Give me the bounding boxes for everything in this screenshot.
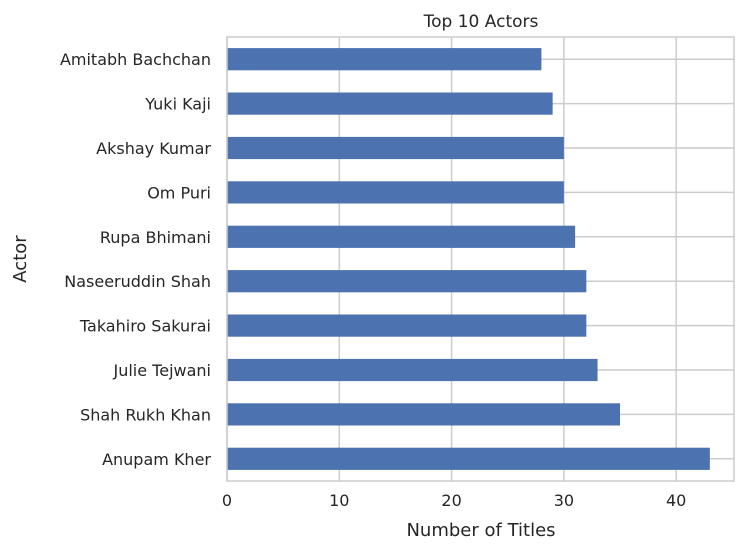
y-tick-label: Shah Rukh Khan bbox=[80, 405, 211, 424]
y-tick-label: Naseeruddin Shah bbox=[64, 272, 211, 291]
y-tick-label: Yuki Kaji bbox=[144, 95, 211, 114]
y-tick-label: Julie Tejwani bbox=[113, 361, 212, 380]
x-tick-label: 20 bbox=[441, 491, 461, 510]
bar bbox=[227, 403, 621, 426]
bar bbox=[227, 92, 553, 115]
bar bbox=[227, 48, 542, 71]
bar bbox=[227, 136, 564, 160]
chart-title: Top 10 Actors bbox=[423, 12, 539, 32]
x-axis-title: Number of Titles bbox=[406, 520, 555, 541]
x-tick-label: 40 bbox=[666, 491, 686, 510]
x-tick-labels: 0 10 20 30 40 bbox=[222, 491, 686, 510]
y-tick-label: Om Puri bbox=[147, 183, 211, 202]
plot-frame bbox=[226, 36, 735, 482]
x-tick-label: 0 bbox=[222, 491, 232, 510]
y-axis-title: Actor bbox=[10, 235, 31, 283]
y-tick-label: Takahiro Sakurai bbox=[79, 317, 211, 336]
y-tick-label: Rupa Bhimani bbox=[100, 228, 211, 247]
x-tick-label: 10 bbox=[329, 491, 349, 510]
bar bbox=[227, 314, 587, 337]
bar bbox=[227, 447, 710, 470]
bar bbox=[227, 181, 564, 204]
y-tick-label: Akshay Kumar bbox=[96, 139, 211, 158]
bar bbox=[227, 225, 576, 248]
y-tick-label: Anupam Kher bbox=[102, 450, 211, 469]
bar bbox=[227, 270, 587, 293]
bars bbox=[227, 48, 710, 470]
x-tick-label: 30 bbox=[554, 491, 574, 510]
bar bbox=[227, 358, 598, 382]
y-tick-labels: Anupam Kher Shah Rukh Khan Julie Tejwani Ta… bbox=[60, 50, 211, 469]
y-tick-label: Amitabh Bachchan bbox=[60, 50, 211, 69]
